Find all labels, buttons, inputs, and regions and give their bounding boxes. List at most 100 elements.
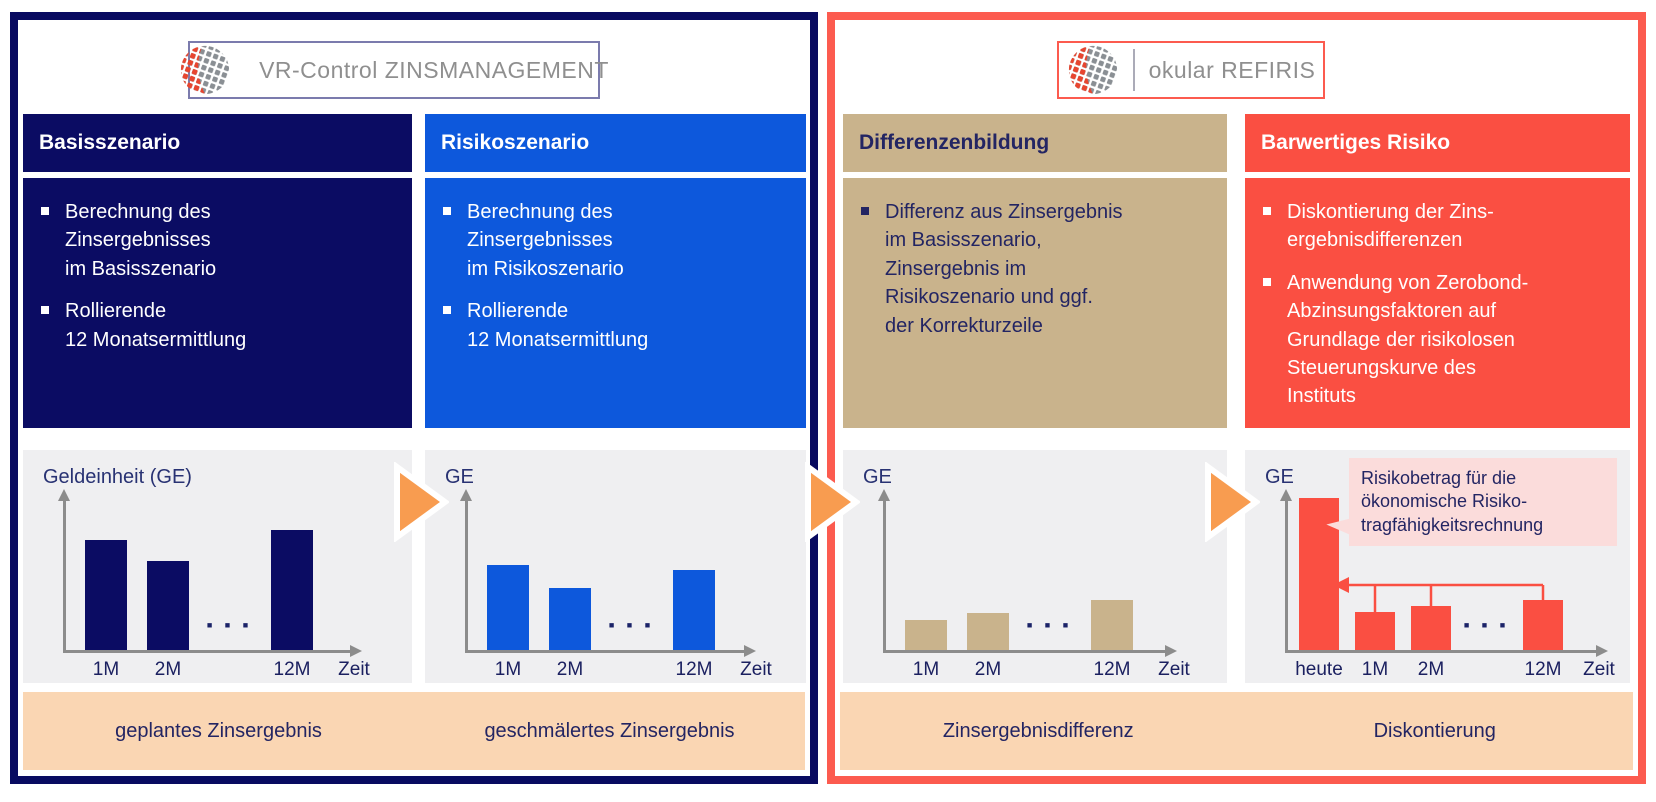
barwertiges-risiko-header: Barwertiges Risiko — [1245, 114, 1630, 172]
bullet-item: Rollierende 12 Monatsermittlung — [39, 297, 404, 354]
bullet-square-icon — [443, 306, 451, 315]
column-differenzenbildung: Differenzenbildung Differenz aus Zinserg… — [843, 114, 1227, 683]
bars: ■ ■ ■ — [75, 530, 323, 650]
x-tick-label: heute — [1295, 659, 1343, 680]
x-axis-labels: 1M 2M 12M Zeit — [895, 659, 1205, 681]
column-barwertiges-risiko: Barwertiges Risiko Diskontierung der Zin… — [1245, 114, 1630, 683]
bar-2M — [147, 561, 189, 650]
x-axis-title: Zeit — [338, 659, 370, 680]
x-tick-label: 12M — [273, 659, 311, 680]
barwertiges-risiko-title: Barwertiges Risiko — [1261, 131, 1451, 154]
left-caption-strip: geplantes Zinsergebnis geschmälertes Zin… — [23, 692, 805, 770]
bar-12M — [1091, 600, 1133, 650]
bars: ■ ■ ■ — [1291, 498, 1571, 650]
globe-logo-icon — [1068, 45, 1117, 95]
x-axis-title: Zeit — [1158, 659, 1190, 680]
bar-12M — [1523, 600, 1563, 650]
x-tick-label — [199, 659, 261, 681]
x-tick-label: 1M — [494, 659, 522, 680]
flow-arrow-icon — [393, 462, 449, 542]
bullet-square-icon — [41, 207, 49, 215]
bar-12M — [673, 570, 715, 650]
ellipsis-dots: ■ ■ ■ — [1463, 620, 1511, 630]
vr-control-section: VR-Control ZINSMANAGEMENT Basisszenario … — [10, 12, 818, 784]
basisszenario-header: Basisszenario — [23, 114, 412, 172]
y-axis — [1280, 489, 1292, 653]
differenzenbildung-header: Differenzenbildung — [843, 114, 1227, 172]
bullet-text: Differenz aus Zinsergebnis im Basisszena… — [885, 201, 1123, 337]
globe-logo-icon — [180, 45, 230, 95]
bar-2M — [1411, 606, 1451, 650]
bullet-text: Berechnung des Zinsergebnisses im Basiss… — [65, 201, 217, 280]
logo-divider — [1132, 49, 1135, 91]
column-risikoszenario: Risikoszenario Berechnung des Zinsergebn… — [425, 114, 806, 683]
x-tick-label: 2M — [556, 659, 584, 680]
x-tick-label: 2M — [974, 659, 1002, 680]
x-tick-label: 12M — [675, 659, 713, 680]
chart-diskontierung: GE ■ ■ ■ heute 1M 2M 12M Zeit Risikobetrag f… — [1245, 450, 1630, 683]
caption-geplantes-zinsergebnis: geplantes Zinsergebnis — [115, 719, 322, 742]
bar-1M — [905, 620, 947, 650]
x-axis-labels: 1M 2M 12M Zeit — [477, 659, 787, 681]
chart-basisszenario: Geldeinheit (GE) ■ ■ ■ 1M 2M 12M Zeit — [23, 450, 412, 683]
x-tick-label: 1M — [912, 659, 940, 680]
y-axis — [460, 489, 472, 653]
okular-refiris-section: okular REFIRIS Differenzenbildung Differ… — [827, 12, 1646, 784]
ellipsis-dots: ■ ■ ■ — [206, 620, 254, 630]
x-tick-label: 2M — [1417, 659, 1445, 680]
x-tick-label: 2M — [154, 659, 182, 680]
flow-arrow-icon — [804, 462, 860, 542]
bullet-text: Rollierende 12 Monatsermittlung — [65, 300, 247, 351]
bar-1M — [1355, 612, 1395, 650]
bullet-item: Rollierende 12 Monatsermittlung — [441, 297, 798, 354]
x-axis — [883, 645, 1177, 657]
bullet-item: Anwendung von Zerobond- Abzinsungsfaktor… — [1261, 269, 1622, 411]
x-tick-label: 12M — [1524, 659, 1562, 680]
okular-refiris-logo-text: okular REFIRIS — [1148, 56, 1316, 83]
bar-1M — [85, 540, 127, 650]
basisszenario-title: Basisszenario — [39, 131, 181, 154]
bullet-text: Anwendung von Zerobond- Abzinsungsfaktor… — [1287, 271, 1529, 408]
bullet-item: Berechnung des Zinsergebnisses im Basiss… — [39, 198, 404, 283]
caption-diskontierung: Diskontierung — [1373, 719, 1496, 742]
risikobetrag-callout: Risikobetrag für die ökonomische Risiko-… — [1349, 458, 1617, 547]
x-tick-label — [1019, 659, 1081, 681]
ellipsis-dots: ■ ■ ■ — [1026, 620, 1074, 630]
y-axis-label: GE — [863, 466, 892, 488]
ellipsis-dots: ■ ■ ■ — [608, 620, 656, 630]
x-tick-label — [1459, 659, 1515, 681]
caption-zinsergebnisdifferenz: Zinsergebnisdifferenz — [942, 719, 1134, 742]
x-tick-label — [601, 659, 663, 681]
x-axis — [465, 645, 756, 657]
x-tick-label: 12M — [1093, 659, 1131, 680]
risikoszenario-header: Risikoszenario — [425, 114, 806, 172]
y-axis-label: GE — [1265, 466, 1294, 488]
bullet-text: Berechnung des Zinsergebnisses im Risiko… — [467, 201, 624, 280]
vr-control-logo-text: VR-Control ZINSMANAGEMENT — [259, 56, 609, 83]
x-axis-title: Zeit — [1583, 659, 1615, 680]
bullet-item: Diskontierung der Zins- ergebnisdifferen… — [1261, 198, 1622, 255]
bar-12M — [271, 530, 313, 650]
x-axis-labels: heute 1M 2M 12M Zeit — [1291, 659, 1627, 681]
vr-control-logo: VR-Control ZINSMANAGEMENT — [180, 41, 608, 99]
basisszenario-body: Berechnung des Zinsergebnisses im Basiss… — [23, 178, 412, 428]
caption-geschmaelertes-zinsergebnis: geschmälertes Zinsergebnis — [484, 719, 735, 742]
risikoszenario-body: Berechnung des Zinsergebnisses im Risiko… — [425, 178, 806, 428]
y-axis-label: Geldeinheit (GE) — [43, 466, 192, 488]
y-axis — [58, 489, 70, 653]
x-tick-label: 1M — [92, 659, 120, 680]
x-axis — [63, 645, 362, 657]
y-axis-label: GE — [445, 466, 474, 488]
bar-1M — [487, 565, 529, 650]
bars: ■ ■ ■ — [477, 565, 725, 650]
chart-zinsergebnisdifferenz: GE ■ ■ ■ 1M 2M 12M Zeit — [843, 450, 1227, 683]
column-basisszenario: Basisszenario Berechnung des Zinsergebni… — [23, 114, 412, 683]
okular-refiris-logo: okular REFIRIS — [1057, 41, 1325, 99]
y-axis — [878, 489, 890, 653]
bullet-square-icon — [443, 207, 451, 215]
barwertiges-risiko-body: Diskontierung der Zins- ergebnisdifferen… — [1245, 178, 1630, 428]
flow-arrow-icon — [1204, 462, 1260, 542]
bar-2M — [967, 613, 1009, 650]
bullet-text: Diskontierung der Zins- ergebnisdifferen… — [1287, 201, 1494, 252]
